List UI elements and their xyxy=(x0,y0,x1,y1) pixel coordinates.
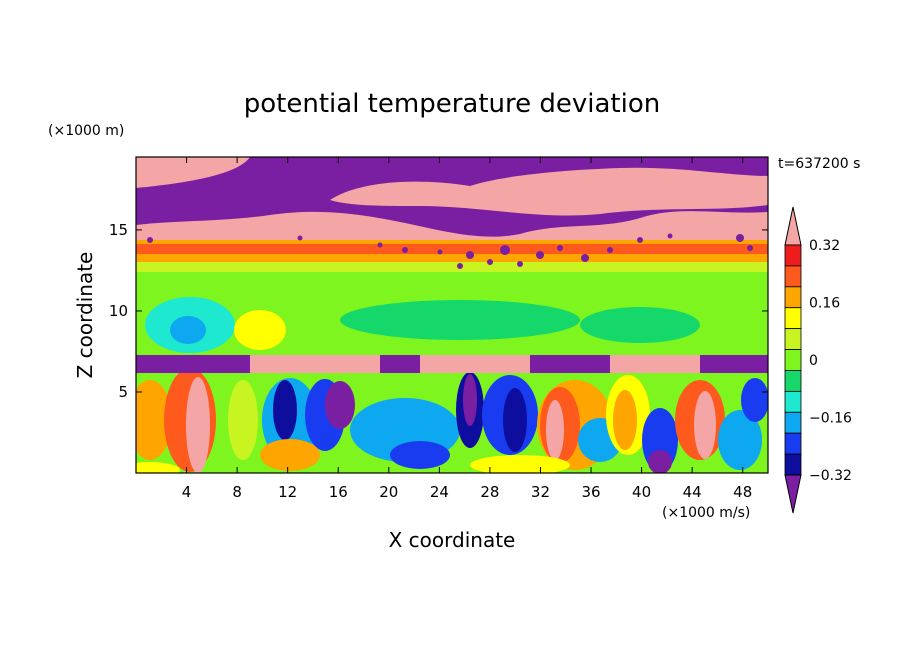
x-tick-label: 16 xyxy=(329,483,348,501)
colorbar-box xyxy=(784,286,802,309)
middle-cool-patch-2 xyxy=(340,300,580,340)
x-tick-label: 12 xyxy=(278,483,297,501)
middle-warm-patch xyxy=(234,310,286,350)
x-tick-label: 40 xyxy=(632,483,651,501)
x-tick-label: 48 xyxy=(733,483,752,501)
middle-warm-rim xyxy=(136,262,768,272)
x-tick-label: 44 xyxy=(683,483,702,501)
colorbar: 0.32 0.16 0 −0.16 −0.32 xyxy=(784,206,852,514)
x-axis-label: X coordinate xyxy=(389,528,516,552)
time-label: t=637200 s xyxy=(778,156,860,172)
x-tick-label: 8 xyxy=(232,483,242,501)
y-tick-label: 15 xyxy=(109,221,128,239)
colorbar-box xyxy=(784,265,802,288)
x-unit-label: (×1000 m/s) xyxy=(662,505,750,521)
warm-layer-core xyxy=(136,244,768,254)
y-axis-label: Z coordinate xyxy=(73,252,97,379)
y-unit-label: (×1000 m) xyxy=(48,123,124,139)
colorbar-tick-label: −0.16 xyxy=(809,411,852,427)
colorbar-tick-label: 0.32 xyxy=(809,238,840,254)
y-tick-label: 10 xyxy=(109,302,128,320)
x-axis: 4 8 12 16 20 24 28 32 36 40 44 48 xyxy=(182,157,752,501)
colorbar-tick-label: −0.32 xyxy=(809,468,852,484)
colorbar-tick-label: 0 xyxy=(809,353,818,369)
colorbar-max-triangle xyxy=(784,206,802,246)
chart-title: potential temperature deviation xyxy=(244,89,660,119)
x-tick-label: 24 xyxy=(430,483,449,501)
x-tick-label: 28 xyxy=(480,483,499,501)
colorbar-box xyxy=(784,390,802,413)
middle-cold-core xyxy=(170,316,206,344)
colorbar-box xyxy=(784,411,802,434)
x-tick-label: 20 xyxy=(379,483,398,501)
colorbar-box xyxy=(784,328,802,350)
colorbar-box xyxy=(784,453,802,476)
contour-field xyxy=(136,157,768,473)
turbulent-speckles xyxy=(147,233,753,269)
middle-cool-patch-3 xyxy=(580,307,700,343)
y-tick-label: 5 xyxy=(118,383,128,401)
colorbar-box xyxy=(784,349,802,371)
colorbar-box xyxy=(784,244,802,267)
upper-warm-cloud xyxy=(136,157,768,216)
colorbar-min-triangle xyxy=(784,474,802,514)
x-tick-label: 36 xyxy=(581,483,600,501)
colorbar-box xyxy=(784,432,802,455)
lower-eddies xyxy=(136,368,768,473)
y-axis: 5 10 15 xyxy=(109,221,768,401)
plot-frame xyxy=(135,156,769,474)
colorbar-tick-label: 0.16 xyxy=(809,296,840,312)
x-tick-label: 32 xyxy=(531,483,550,501)
x-tick-label: 4 xyxy=(182,483,192,501)
inversion-pink-patches xyxy=(250,355,700,373)
colorbar-box xyxy=(784,307,802,330)
colorbar-box xyxy=(784,370,802,392)
